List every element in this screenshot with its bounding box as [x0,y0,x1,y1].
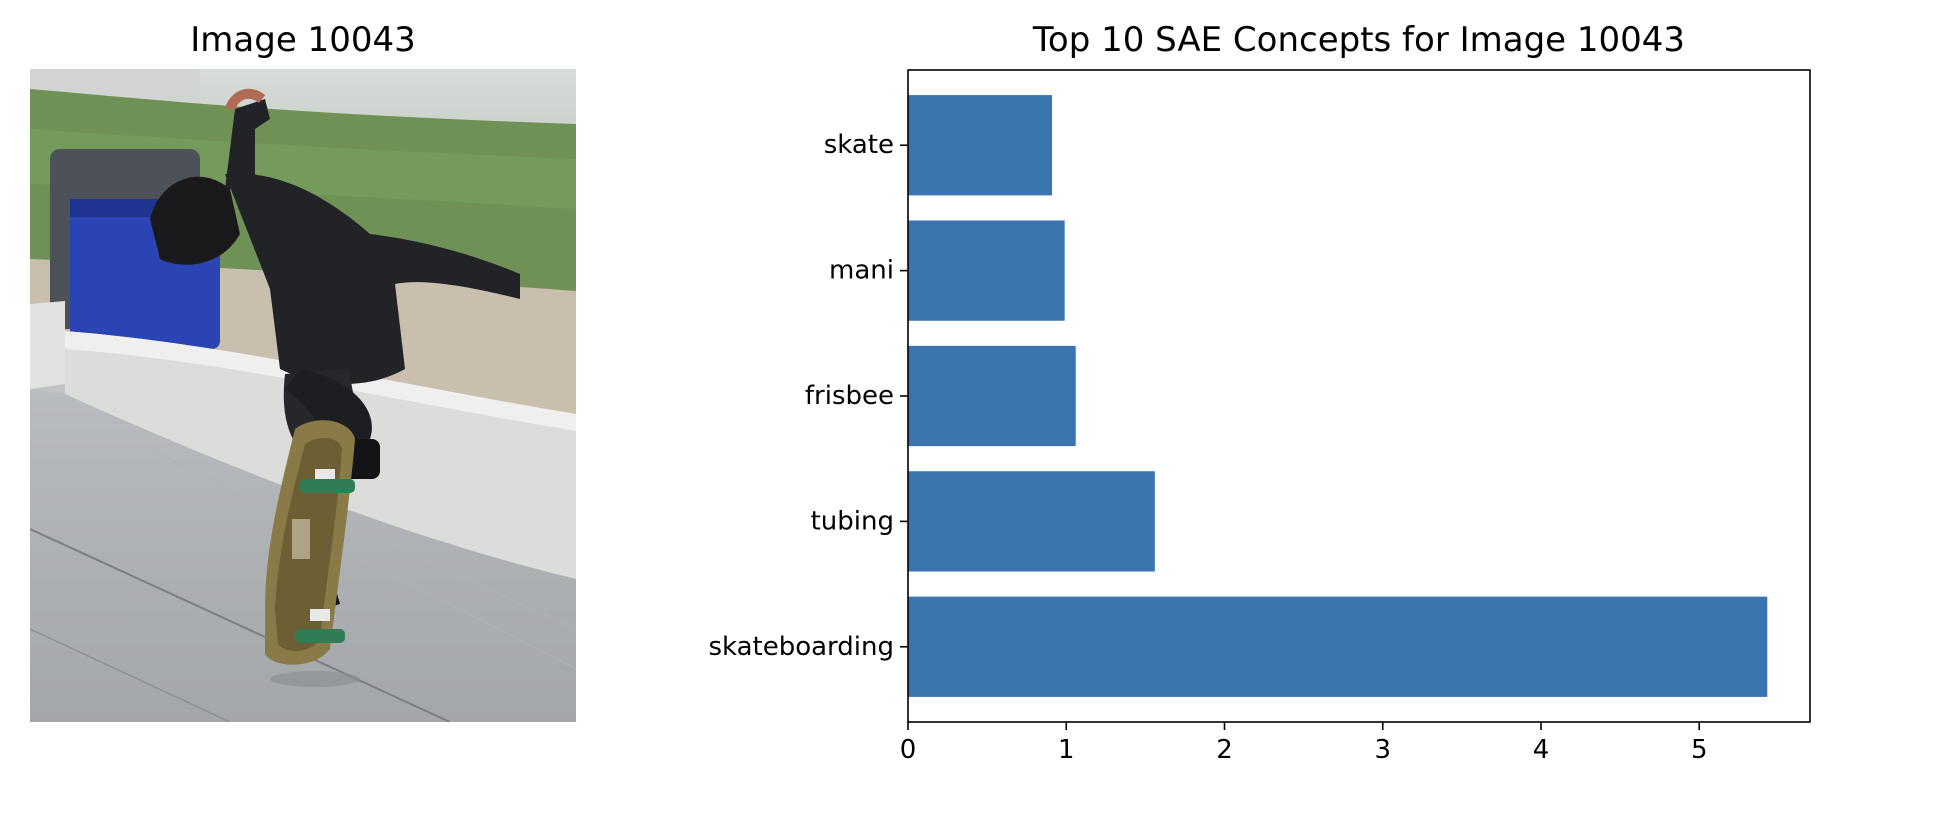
y-tick-label-skateboarding: skateboarding [708,632,894,662]
y-tick-label-tubing: tubing [811,506,894,536]
x-tick-label-5: 5 [1691,735,1708,765]
bar-tubing [908,471,1155,572]
x-tick-label-1: 1 [1058,735,1075,765]
y-tick-label-mani: mani [829,256,894,286]
bar-mani [908,220,1065,321]
x-tick-label-3: 3 [1374,735,1391,765]
x-tick-label-0: 0 [900,735,917,765]
bars-layer [908,95,1768,697]
y-axis-ticks: skateboarding tubing frisbee mani skate [708,130,908,662]
bar-frisbee [908,345,1076,447]
chart-title: Top 10 SAE Concepts for Image 10043 [1032,20,1686,60]
skateboarder-photo [30,69,576,722]
x-tick-label-4: 4 [1533,735,1550,765]
photo-title: Image 10043 [190,20,416,60]
y-tick-label-frisbee: frisbee [805,381,894,411]
x-tick-label-2: 2 [1216,735,1233,765]
bar-skate [908,95,1053,196]
plot-frame [907,69,1811,723]
x-axis-ticks: 0 1 2 3 4 5 [900,722,1708,765]
bar-skateboarding [908,596,1768,697]
y-tick-label-skate: skate [824,130,894,160]
